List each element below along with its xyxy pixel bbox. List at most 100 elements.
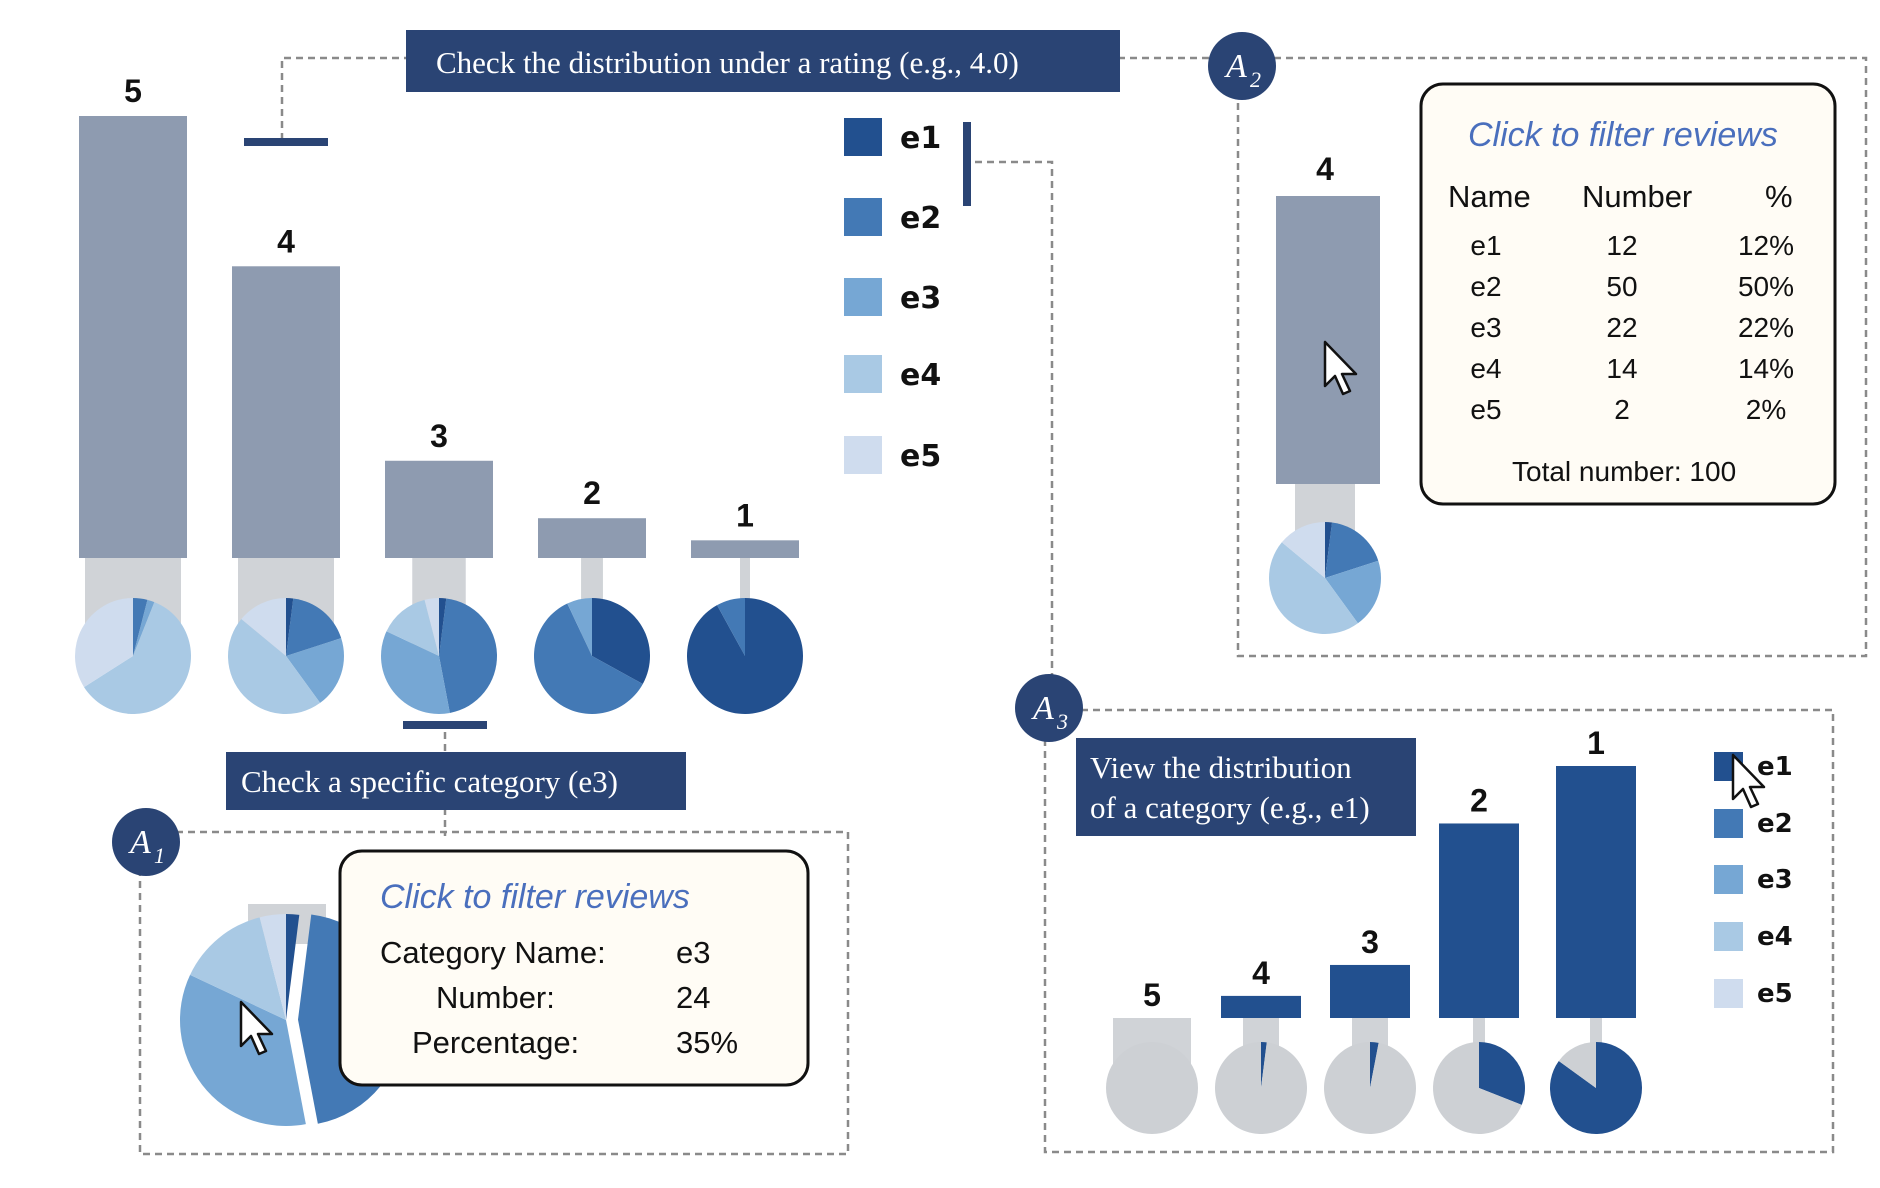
legend-label[interactable]: e4 [900,358,941,393]
a2-card-title[interactable]: Click to filter reviews [1468,116,1778,154]
callout-rating-text: Check the distribution under a rating (e… [436,45,1019,80]
a3-legend-swatch[interactable] [1714,865,1743,894]
badge-a3-letter: A [1031,690,1054,727]
a3-legend-swatch[interactable] [1714,922,1743,951]
legend-label[interactable]: e1 [900,121,941,156]
a2-table-cell: 14% [1738,353,1794,384]
a3-legend-label[interactable]: e1 [1757,752,1793,782]
a2-table-cell: e4 [1470,353,1501,384]
legend-label[interactable]: e2 [900,201,941,236]
a3-legend-swatch[interactable] [1714,979,1743,1008]
rating-marker [244,138,328,146]
a2-pie [1269,522,1381,634]
a3-bar[interactable] [1221,995,1301,1018]
a1-value-number: 24 [676,980,710,1015]
a3-legend-label[interactable]: e2 [1757,809,1793,839]
panel-a2-frame [1236,56,1868,658]
a3-pie[interactable] [1433,1042,1525,1134]
legend-label[interactable]: e5 [900,439,941,474]
callout-category-text: Check a specific category (e3) [241,764,618,799]
a3-pie[interactable] [1323,1041,1416,1134]
a1-pie-slice [286,914,300,1020]
a3-pie[interactable] [1215,1042,1308,1134]
a2-table-cell: 14 [1606,353,1637,384]
badge-a2-sub: 2 [1250,67,1261,92]
rating-label: 1 [736,497,754,533]
rating-bar[interactable] [691,540,799,558]
legend-swatch[interactable] [844,355,882,393]
a2-pie-slice [1325,560,1381,624]
rating-pie[interactable] [534,598,651,715]
cursor-icon [1323,340,1358,396]
a2-header-number: Number [1582,179,1692,214]
badge-a1: A 1 [112,808,180,876]
panel-a1-frame [138,830,850,1156]
a1-info-card[interactable] [338,849,810,1087]
rating-pie-slice [439,598,447,656]
rating-pie-slice [424,598,439,656]
a3-bar-label: 1 [1587,725,1605,761]
a3-legend-swatch[interactable] [1714,809,1743,838]
legend-swatch[interactable] [844,436,882,474]
a3-pie[interactable] [1106,1042,1198,1134]
rating-label: 5 [124,73,142,109]
a3-pie-slice [1433,1042,1522,1134]
rating-bar[interactable] [385,460,493,558]
a3-bar[interactable] [1556,766,1636,1018]
rating-pie-slice [133,599,155,656]
rating-bar[interactable] [232,266,340,558]
a1-pie-slice [190,917,286,1020]
a1-card-title[interactable]: Click to filter reviews [380,878,690,916]
panel-a1: Click to filter reviews Category Name: e… [179,849,810,1126]
a3-legend-label[interactable]: e3 [1757,865,1793,895]
rating-pie-slice [227,619,321,714]
a1-pie-slice [179,974,306,1126]
rating-bar[interactable] [538,518,646,558]
rating-pie-slice [286,598,342,656]
a3-bar[interactable] [1439,823,1519,1018]
a3-pie-slice [1215,1042,1308,1134]
a3-pie-slice [1106,1042,1198,1134]
rating-pie[interactable] [227,598,345,714]
a2-table-cell: 50 [1606,271,1637,302]
rating-pie-slice [386,599,439,656]
rating-pie[interactable] [75,598,191,714]
rating-pie-slice [592,598,651,684]
panel-a2: 4 Click to filter reviews Name Number % … [1269,82,1837,634]
rating-pie[interactable] [687,598,803,714]
cursor-icon [239,1000,274,1056]
a2-pie-slice [1281,522,1325,578]
a2-table-cell: 2% [1746,394,1786,425]
a3-legend-label[interactable]: e5 [1757,979,1793,1009]
a1-label-category: Category Name: [380,935,606,970]
panel-a3-frame [1043,708,1835,1154]
rating-bar[interactable] [79,116,187,558]
a2-table-cell: e1 [1470,230,1501,261]
legend-swatch[interactable] [844,198,882,236]
a2-table-cell: 22 [1606,312,1637,343]
a1-value-category: e3 [676,935,710,970]
legend-swatch[interactable] [844,118,882,156]
a3-bar[interactable] [1330,964,1410,1018]
rating-pie[interactable] [381,598,498,714]
a3-pie-slice [1550,1042,1643,1134]
a1-label-number: Number: [436,980,555,1015]
a3-pie-slice [1370,1042,1379,1088]
callout-distribution: View the distribution of a category (e.g… [1076,738,1416,836]
rating-label: 2 [583,475,601,511]
badge-a3: A 3 [1015,674,1083,742]
rating-pie-slice [381,631,450,714]
legend-swatch[interactable] [844,278,882,316]
legend-label[interactable]: e3 [900,281,941,316]
a2-table-cell: e5 [1470,394,1501,425]
a3-legend-label[interactable]: e4 [1757,922,1793,952]
a1-value-percentage: 35% [676,1025,738,1060]
rating-pie-slice [717,598,745,656]
a3-bar-label: 4 [1252,955,1270,991]
a3-bar-label: 2 [1470,782,1488,818]
a2-pie-slice [1269,542,1358,634]
a3-pie[interactable] [1550,1042,1643,1134]
a2-table-cell: 12 [1606,230,1637,261]
a2-info-card[interactable] [1419,82,1837,506]
